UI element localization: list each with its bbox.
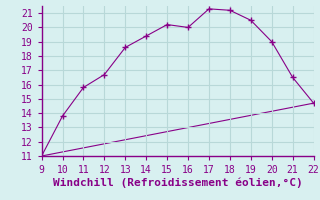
X-axis label: Windchill (Refroidissement éolien,°C): Windchill (Refroidissement éolien,°C) xyxy=(53,178,302,188)
